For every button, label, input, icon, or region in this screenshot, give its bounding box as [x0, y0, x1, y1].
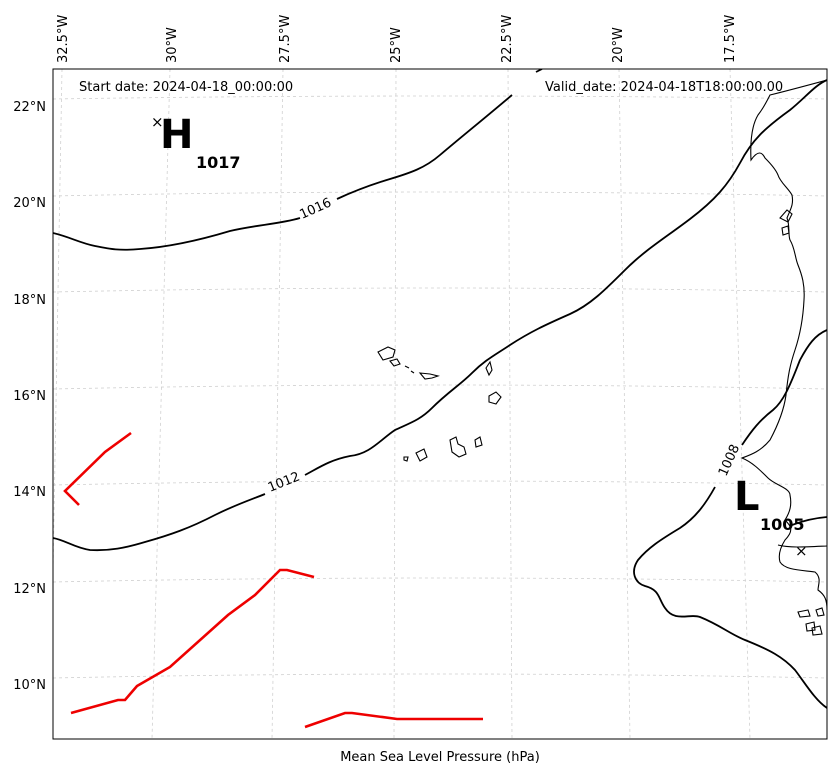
- low-letter: L: [734, 474, 760, 520]
- front-segment-1: [63, 431, 132, 506]
- high-pressure-center: × H 1017: [151, 112, 241, 172]
- lon-label-20w: 20°W: [611, 27, 626, 63]
- high-letter: H: [160, 112, 193, 158]
- bissagos-islands: [797, 607, 825, 636]
- lon-label-30w: 30°W: [165, 27, 180, 63]
- lat-label-16n: 16°N: [13, 389, 46, 404]
- valid-date: Valid_date: 2024-04-18T18:00:00.00: [545, 80, 783, 95]
- gambia-coast: [777, 544, 827, 548]
- fronts: [63, 431, 483, 729]
- high-center-marker: ×: [151, 113, 164, 131]
- isobar-1016: [53, 94, 513, 251]
- low-pressure-center: L 1005 ×: [734, 474, 808, 560]
- lat-label-20n: 20°N: [13, 196, 46, 211]
- lat-label-22n: 22°N: [13, 100, 46, 115]
- low-value: 1005: [760, 515, 805, 534]
- isobar-1008: [633, 329, 827, 709]
- start-date: Start date: 2024-04-18_00:00:00: [79, 80, 293, 95]
- lon-label-25w: 25°W: [389, 27, 404, 63]
- island-canary-1: [779, 209, 793, 223]
- graticule: [53, 69, 827, 739]
- lon-label-17-5w: 17.5°W: [723, 15, 738, 63]
- cape-verde-islands: [377, 346, 502, 462]
- map-frame: [52, 68, 828, 740]
- island-canary-2: [781, 225, 790, 236]
- map-caption: Mean Sea Level Pressure (hPa): [340, 750, 540, 765]
- lon-label-32-5w: 32.5°W: [56, 15, 71, 63]
- high-value: 1017: [196, 153, 241, 172]
- longitude-labels: 32.5°W 30°W 27.5°W 25°W 22.5°W 20°W 17.5…: [56, 15, 738, 63]
- isobar-1008-east: [791, 516, 827, 526]
- front-segment-3: [304, 711, 483, 729]
- lat-label-14n: 14°N: [13, 485, 46, 500]
- lat-label-12n: 12°N: [13, 582, 46, 597]
- africa-coastline: [740, 79, 827, 611]
- lon-label-22-5w: 22.5°W: [500, 15, 515, 63]
- lat-label-18n: 18°N: [13, 293, 46, 308]
- lat-label-10n: 10°N: [13, 678, 46, 693]
- lon-label-27-5w: 27.5°W: [278, 15, 293, 63]
- map-panel: [53, 69, 827, 739]
- isobar-1012: [53, 79, 827, 552]
- low-center-marker: ×: [795, 542, 808, 560]
- front-segment-2: [70, 568, 315, 715]
- latitude-labels: 22°N 20°N 18°N 16°N 14°N 12°N 10°N: [13, 100, 46, 693]
